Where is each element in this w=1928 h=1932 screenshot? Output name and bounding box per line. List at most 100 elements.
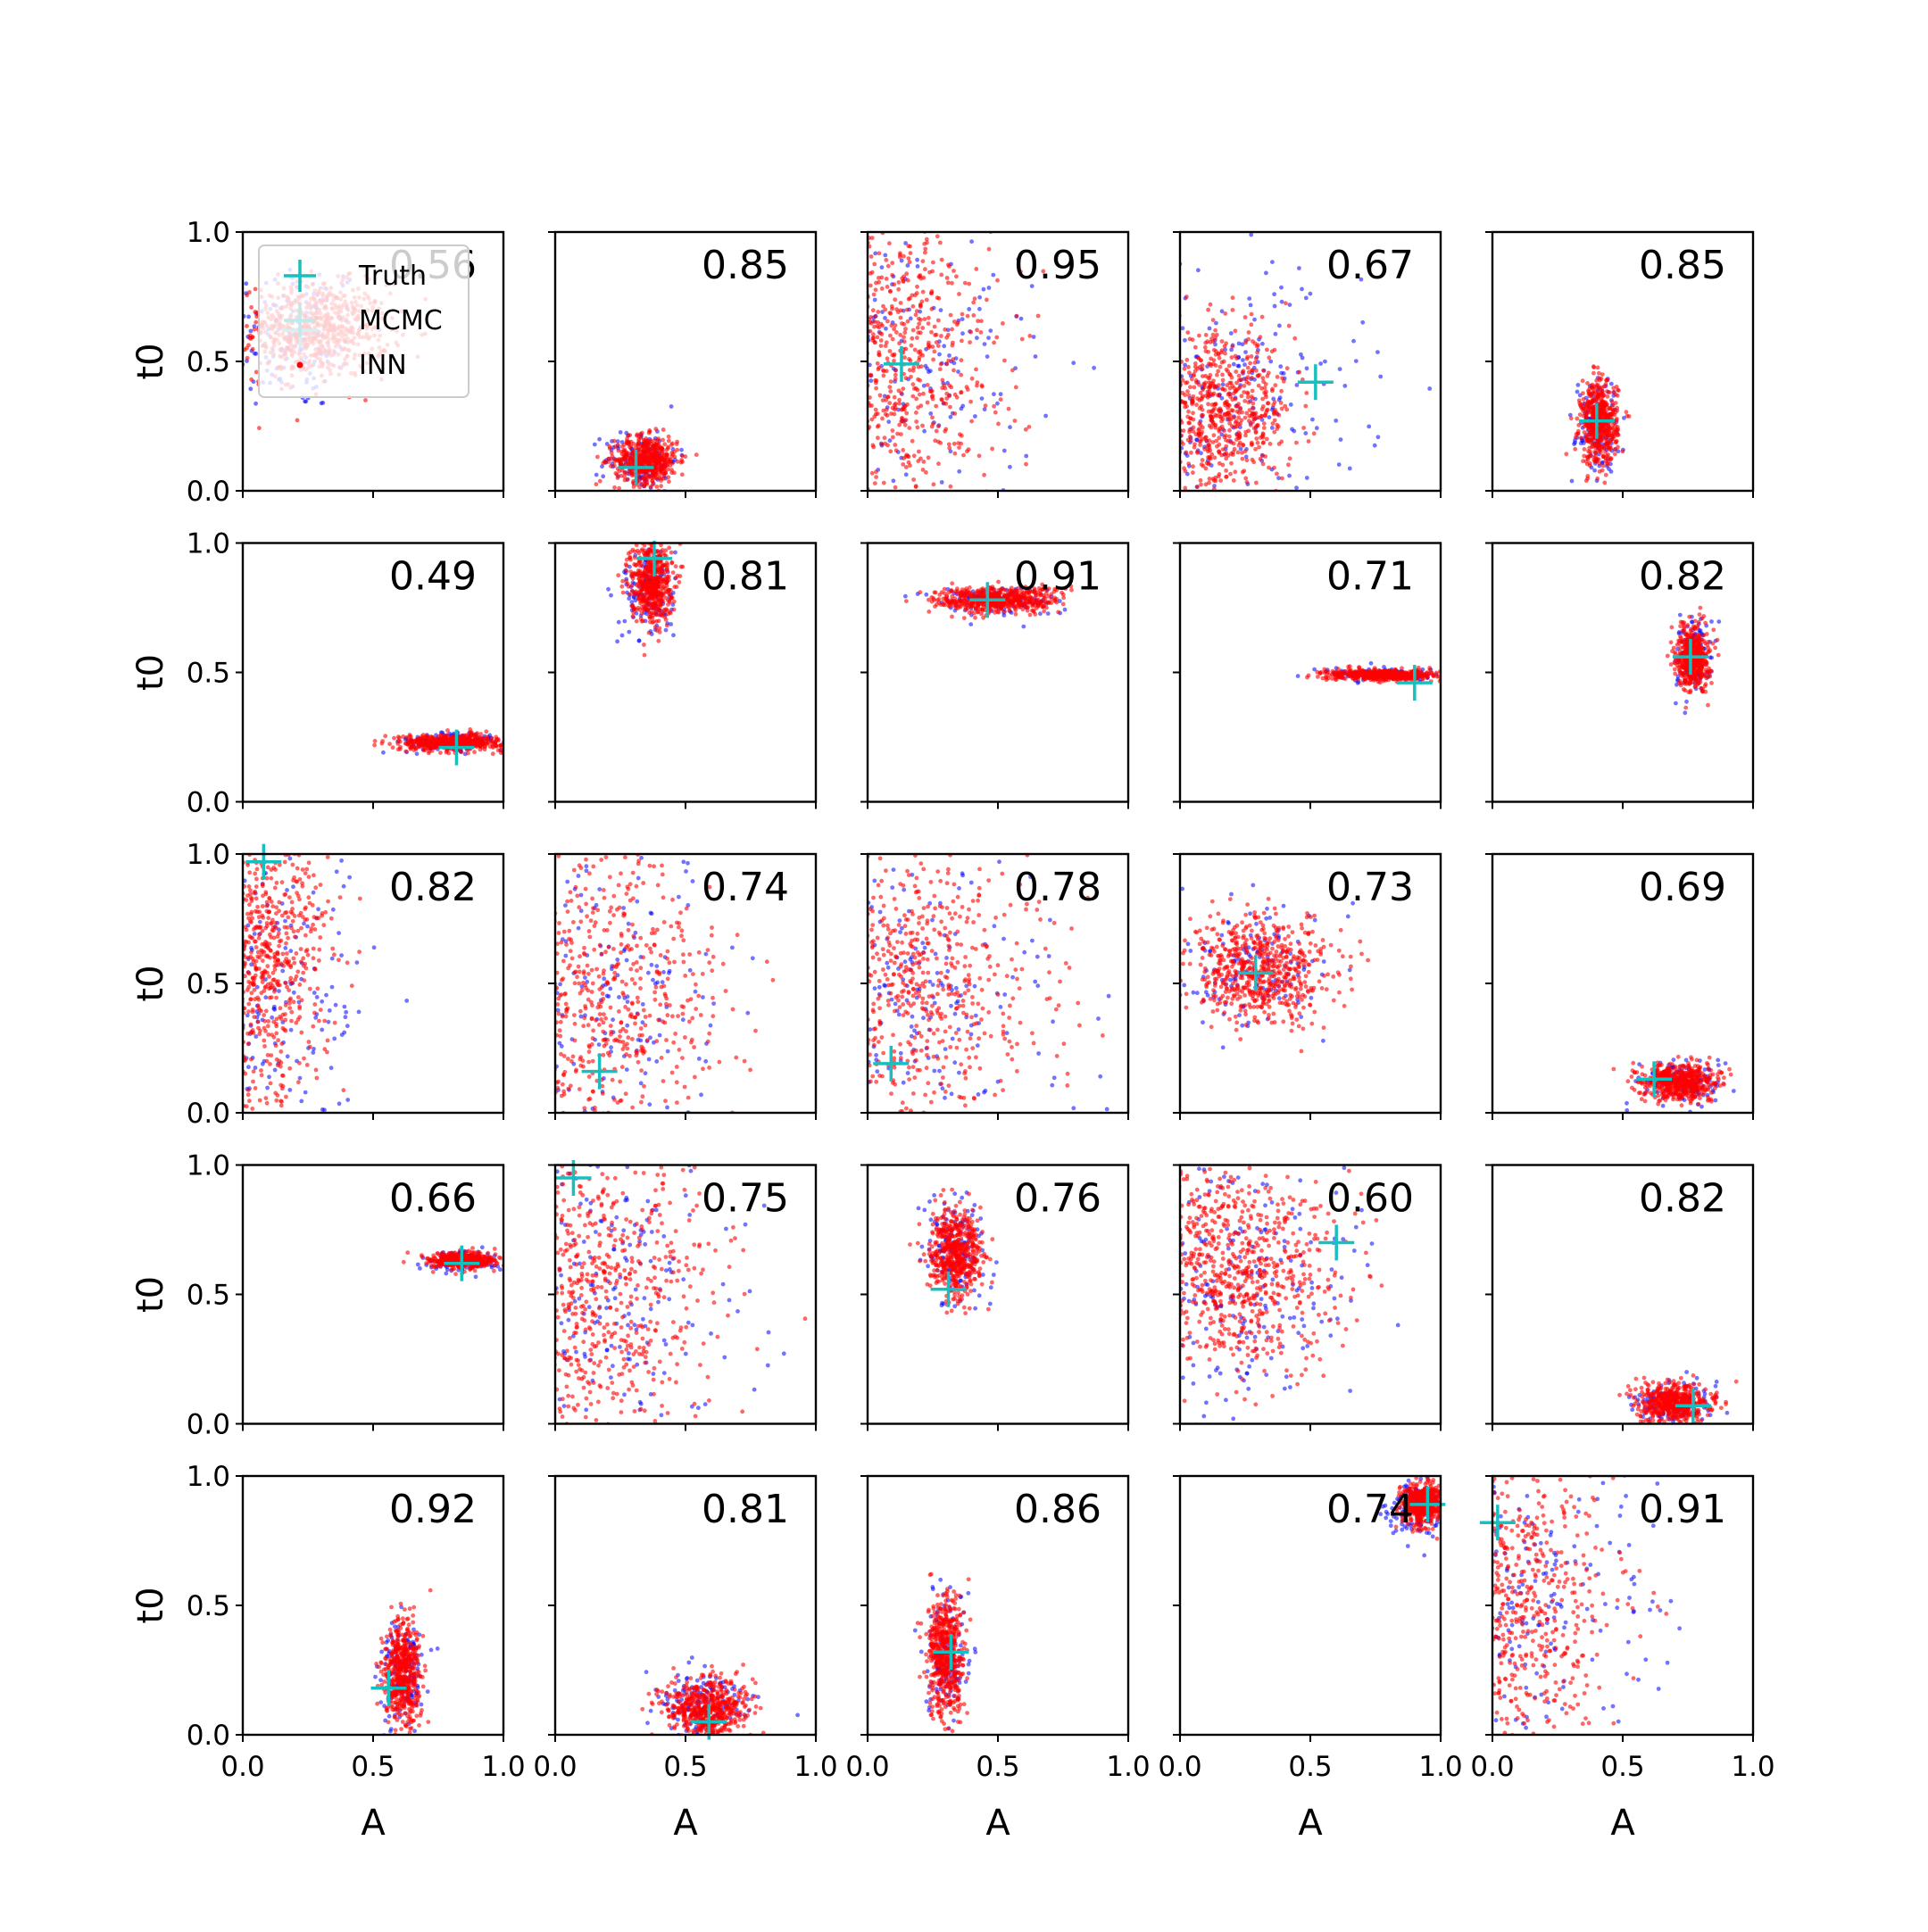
inn-point — [1277, 442, 1282, 446]
inn-point — [913, 348, 918, 352]
inn-point — [956, 320, 960, 325]
inn-point — [893, 377, 898, 381]
inn-point — [1259, 335, 1263, 339]
inn-point — [611, 454, 615, 459]
mcmc-point — [1273, 304, 1277, 309]
inn-point — [918, 393, 922, 397]
inn-point — [249, 377, 253, 382]
inn-point — [653, 473, 658, 477]
inn-point — [947, 384, 952, 388]
inn-point — [1240, 451, 1244, 455]
inn-point — [893, 405, 898, 410]
inn-point — [973, 296, 977, 301]
inn-point — [485, 742, 489, 746]
inn-point — [387, 742, 392, 746]
inn-point — [1232, 478, 1236, 483]
inn-point — [1217, 451, 1222, 455]
inn-point — [1229, 461, 1234, 466]
inn-point — [893, 402, 898, 406]
inn-point — [985, 298, 989, 303]
inn-point — [245, 293, 249, 297]
inn-point — [1614, 441, 1618, 445]
inn-point — [921, 392, 926, 396]
inn-point — [877, 251, 882, 255]
inn-point — [1260, 315, 1265, 319]
inn-point — [910, 439, 915, 444]
inn-point — [914, 397, 918, 402]
inn-point — [1199, 483, 1203, 487]
inn-point — [1586, 425, 1591, 429]
inn-point — [897, 341, 902, 345]
inn-point — [1587, 390, 1591, 394]
mcmc-point — [1274, 332, 1278, 336]
inn-point — [877, 280, 881, 285]
inn-point — [608, 446, 612, 451]
inn-point — [957, 292, 961, 296]
inn-point — [1227, 435, 1232, 439]
inn-point — [461, 735, 465, 740]
inn-point — [1581, 391, 1585, 395]
mcmc-point — [1375, 350, 1380, 354]
inn-point — [1246, 395, 1251, 400]
inn-point — [907, 297, 911, 302]
mcmc-point — [1278, 364, 1283, 369]
inn-point — [1587, 406, 1591, 410]
inn-point — [1231, 409, 1235, 413]
inn-point — [1246, 366, 1251, 370]
inn-point — [1251, 389, 1255, 394]
mcmc-point — [1237, 364, 1242, 369]
inn-point — [1242, 468, 1246, 473]
inn-point — [1584, 478, 1589, 483]
inn-point — [1212, 455, 1217, 460]
inn-point — [1284, 301, 1288, 305]
inn-point — [254, 370, 259, 375]
inn-point — [1231, 450, 1235, 454]
inn-point — [1234, 420, 1238, 425]
inn-point — [868, 329, 873, 334]
inn-point — [1591, 398, 1595, 402]
inn-point — [899, 308, 903, 312]
inn-point — [392, 736, 396, 741]
inn-point — [941, 378, 945, 383]
mcmc-point — [1592, 468, 1597, 473]
inn-point — [1254, 481, 1259, 485]
inn-point — [1199, 478, 1203, 483]
inn-point — [1581, 459, 1585, 463]
inn-point — [910, 336, 914, 341]
inn-point — [1616, 433, 1621, 437]
inn-point — [951, 344, 955, 348]
inn-point — [1224, 341, 1228, 345]
inn-point — [888, 349, 893, 353]
inn-point — [879, 344, 884, 348]
inn-point — [1615, 385, 1619, 389]
inn-point — [648, 475, 652, 479]
inn-point — [926, 383, 930, 387]
inn-point — [992, 404, 996, 409]
inn-point — [1600, 372, 1605, 377]
inn-point — [939, 273, 943, 278]
inn-point — [1602, 455, 1607, 460]
inn-point — [890, 304, 894, 309]
inn-point — [914, 419, 918, 424]
mcmc-point — [1376, 435, 1381, 439]
inn-point — [638, 432, 643, 436]
mcmc-point — [1242, 362, 1247, 367]
inn-point — [1223, 311, 1227, 316]
inn-point — [1272, 410, 1276, 415]
inn-point — [890, 261, 894, 265]
inn-point — [1574, 435, 1578, 440]
inn-point — [1603, 431, 1608, 435]
inn-point — [1276, 413, 1281, 418]
inn-point — [943, 427, 948, 432]
inn-point — [1214, 402, 1218, 406]
inn-point — [1183, 486, 1187, 491]
inn-point — [654, 485, 659, 489]
inn-point — [1251, 339, 1255, 344]
inn-point — [1587, 439, 1591, 444]
inn-point — [1279, 401, 1284, 405]
inn-point — [466, 751, 470, 756]
inn-point — [904, 347, 909, 352]
inn-point — [910, 294, 914, 298]
inn-point — [421, 748, 426, 752]
